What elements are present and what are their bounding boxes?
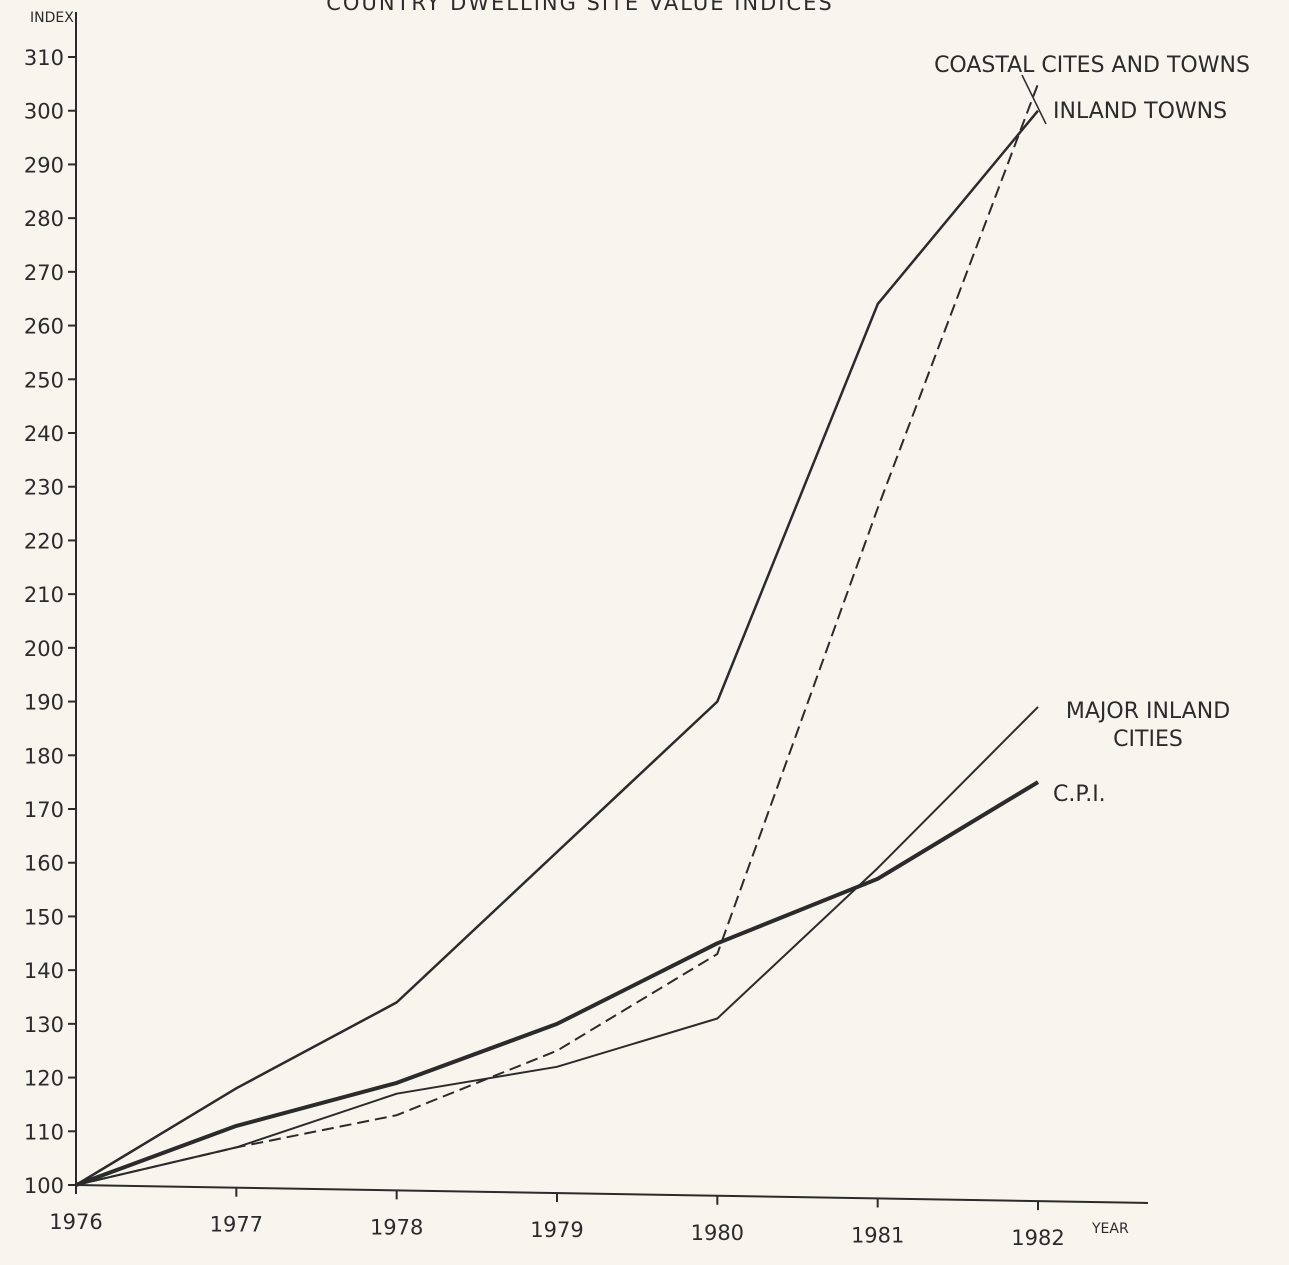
y-tick-label-220: 220 xyxy=(24,529,64,553)
y-tick-label-180: 180 xyxy=(24,744,64,768)
series-label-coastal-cites-and-towns: COASTAL CITES AND TOWNS xyxy=(934,53,1250,78)
y-tick-label-290: 290 xyxy=(24,153,64,177)
series-label-c-p-i: C.P.I. xyxy=(1053,782,1106,807)
series-lines xyxy=(75,83,1040,1187)
y-tick-label-210: 210 xyxy=(24,583,64,607)
series-line-coastal-cites-and-towns xyxy=(75,83,1039,1186)
x-axis-label: YEAR xyxy=(1091,1221,1129,1237)
y-tick-label-170: 170 xyxy=(24,798,64,822)
y-tick-label-160: 160 xyxy=(24,852,64,876)
y-tick-label-130: 130 xyxy=(24,1013,64,1037)
y-tick-label-190: 190 xyxy=(24,691,64,715)
y-ticks: 100 110 120 130 140 150 160 170 180 190 200 210 220 2… xyxy=(24,46,76,1198)
series-line-major-inland-cities xyxy=(75,706,1039,1186)
chart-title: COUNTRY DWELLING SITE VALUE INDICES xyxy=(326,0,833,15)
x-tick-label-1977: 1977 xyxy=(210,1213,263,1237)
series-label-leader-coastal-cites-and-towns xyxy=(1021,74,1047,125)
x-tick-label-1978: 1978 xyxy=(370,1215,423,1239)
x-axis-line xyxy=(75,1184,1149,1204)
x-tick-label-1976: 1976 xyxy=(49,1210,102,1234)
series-line-inland-towns xyxy=(75,109,1039,1187)
y-tick-label-280: 280 xyxy=(24,207,64,231)
series-label-inland-towns: INLAND TOWNS xyxy=(1053,99,1227,124)
y-tick-label-260: 260 xyxy=(24,315,64,339)
y-tick-label-230: 230 xyxy=(24,476,64,500)
y-tick-label-310: 310 xyxy=(24,46,64,70)
y-tick-label-120: 120 xyxy=(24,1067,64,1091)
series-label-major-inland-cities-line-2: CITIES xyxy=(1113,727,1183,752)
y-tick-label-140: 140 xyxy=(24,959,64,983)
y-axis-label: INDEX xyxy=(30,10,74,26)
y-tick-label-200: 200 xyxy=(24,637,64,661)
x-tick-label-1982: 1982 xyxy=(1011,1226,1064,1250)
series-line-c-p-i xyxy=(75,780,1040,1187)
series-label-major-inland-cities-line-1: MAJOR INLAND xyxy=(1066,699,1230,724)
y-tick-label-270: 270 xyxy=(24,261,64,285)
x-tick-label-1981: 1981 xyxy=(851,1223,904,1247)
y-tick-label-240: 240 xyxy=(24,422,64,446)
y-tick-label-110: 110 xyxy=(24,1120,64,1144)
series-labels: COASTAL CITES AND TOWNS INLAND TOWNS MAJOR… xyxy=(934,53,1250,807)
y-tick-label-300: 300 xyxy=(24,100,64,124)
y-tick-label-250: 250 xyxy=(24,368,64,392)
y-tick-label-150: 150 xyxy=(24,905,64,929)
x-tick-label-1980: 1980 xyxy=(691,1221,744,1245)
y-tick-label-100: 100 xyxy=(24,1174,64,1198)
x-tick-label-1979: 1979 xyxy=(530,1218,583,1242)
x-ticks: 1976 1977 1978 1979 1980 1981 1982 xyxy=(49,1185,1065,1250)
